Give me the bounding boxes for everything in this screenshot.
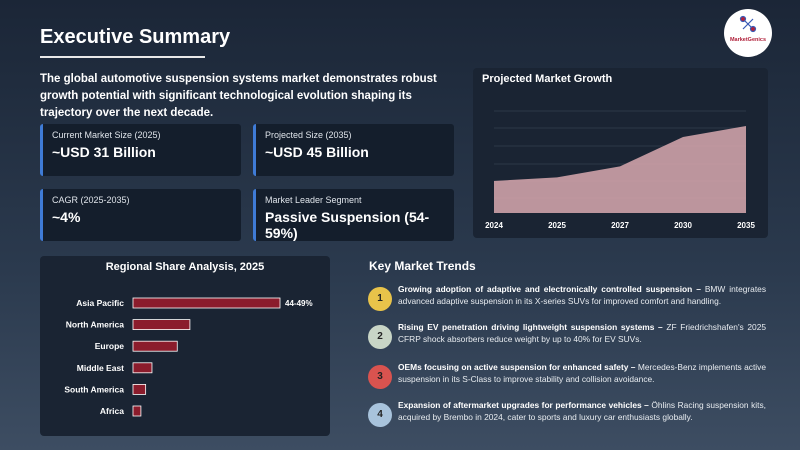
kpi-card: Current Market Size (2025) ~USD 31 Billio…: [40, 124, 241, 176]
title-underline: [40, 56, 205, 58]
logo-text: MarketGenics: [729, 37, 767, 43]
data-label: 44-49%: [285, 299, 313, 308]
trend-heading: Expansion of aftermarket upgrades for pe…: [398, 400, 649, 410]
kpi-card: Market Leader Segment Passive Suspension …: [253, 189, 454, 241]
logo-icon: [739, 15, 757, 33]
bar: [132, 297, 281, 309]
intro-text: The global automotive suspension systems…: [40, 73, 437, 119]
kpi-value: Passive Suspension (54-59%): [265, 209, 430, 241]
trend-text: Growing adoption of adaptive and electro…: [398, 283, 766, 307]
trend-heading: Growing adoption of adaptive and electro…: [398, 284, 701, 294]
y-tick-label: Africa: [100, 406, 124, 416]
bar: [132, 383, 147, 395]
page-title: Executive Summary: [40, 26, 231, 48]
trend-item: 2 Rising EV penetration driving lightweig…: [368, 321, 768, 355]
kpi-value: ~USD 31 Billion: [52, 144, 156, 160]
trend-number: 3: [368, 365, 392, 389]
y-tick-label: North America: [66, 320, 125, 330]
kpi-label: Projected Size (2035): [265, 130, 352, 140]
trend-detail: ZF Friedrichshafen's 2025 CFRP shock abs…: [398, 322, 767, 344]
x-tick-label: 2024: [485, 221, 503, 230]
logo: MarketGenics: [724, 9, 772, 57]
x-tick-label: 2035: [737, 221, 755, 230]
y-tick-label: Europe: [95, 341, 125, 351]
y-tick-label: Asia Pacific: [76, 298, 124, 308]
trend-number: 2: [368, 325, 392, 349]
kpi-label: CAGR (2025-2035): [52, 195, 130, 205]
chart-title: Regional Share Analysis, 2025: [106, 261, 265, 273]
trend-number: 1: [368, 287, 392, 311]
trend-detail: Öhlins Racing suspension kits, acquired …: [398, 400, 766, 422]
bar: [132, 340, 178, 352]
kpi-card: Projected Size (2035) ~USD 45 Billion: [253, 124, 454, 176]
bar: [132, 319, 191, 330]
y-tick-label: South America: [64, 384, 124, 394]
kpi-label: Market Leader Segment: [265, 195, 362, 205]
trend-detail: Mercedes-Benz implements active suspensi…: [398, 362, 766, 384]
x-tick-label: 2027: [611, 221, 629, 230]
kpi-label: Current Market Size (2025): [52, 130, 161, 140]
chart-title: Projected Market Growth: [482, 73, 612, 85]
trend-heading: Rising EV penetration driving lightweigh…: [398, 322, 663, 332]
trend-text: Expansion of aftermarket upgrades for pe…: [398, 399, 766, 423]
trend-text: Rising EV penetration driving lightweigh…: [398, 321, 766, 345]
area: [494, 126, 746, 213]
trend-text: OEMs focusing on active suspension for e…: [398, 361, 766, 385]
trend-item: 1 Growing adoption of adaptive and electr…: [368, 283, 768, 317]
area-chart: Projected Market Growth 2024 2025 2027 2030…: [473, 68, 768, 238]
trend-detail: BMW integrates advanced adaptive suspens…: [398, 284, 767, 306]
y-tick-label: Middle East: [77, 363, 124, 373]
bar: [132, 362, 153, 374]
trend-item: 4 Expansion of aftermarket upgrades for p…: [368, 399, 768, 433]
trend-item: 3 OEMs focusing on active suspension for …: [368, 361, 768, 395]
x-tick-label: 2030: [674, 221, 692, 230]
trends-title: Key Market Trends: [369, 259, 476, 273]
kpi-value: ~4%: [52, 209, 81, 225]
trend-heading: OEMs focusing on active suspension for e…: [398, 362, 636, 372]
trend-number: 4: [368, 403, 392, 427]
x-tick-label: 2025: [548, 221, 566, 230]
kpi-card: CAGR (2025-2035) ~4%: [40, 189, 241, 241]
kpi-value: ~USD 45 Billion: [265, 144, 369, 160]
bar-chart: Regional Share Analysis, 2025 Asia Pacif…: [40, 256, 330, 436]
bar: [132, 405, 142, 417]
